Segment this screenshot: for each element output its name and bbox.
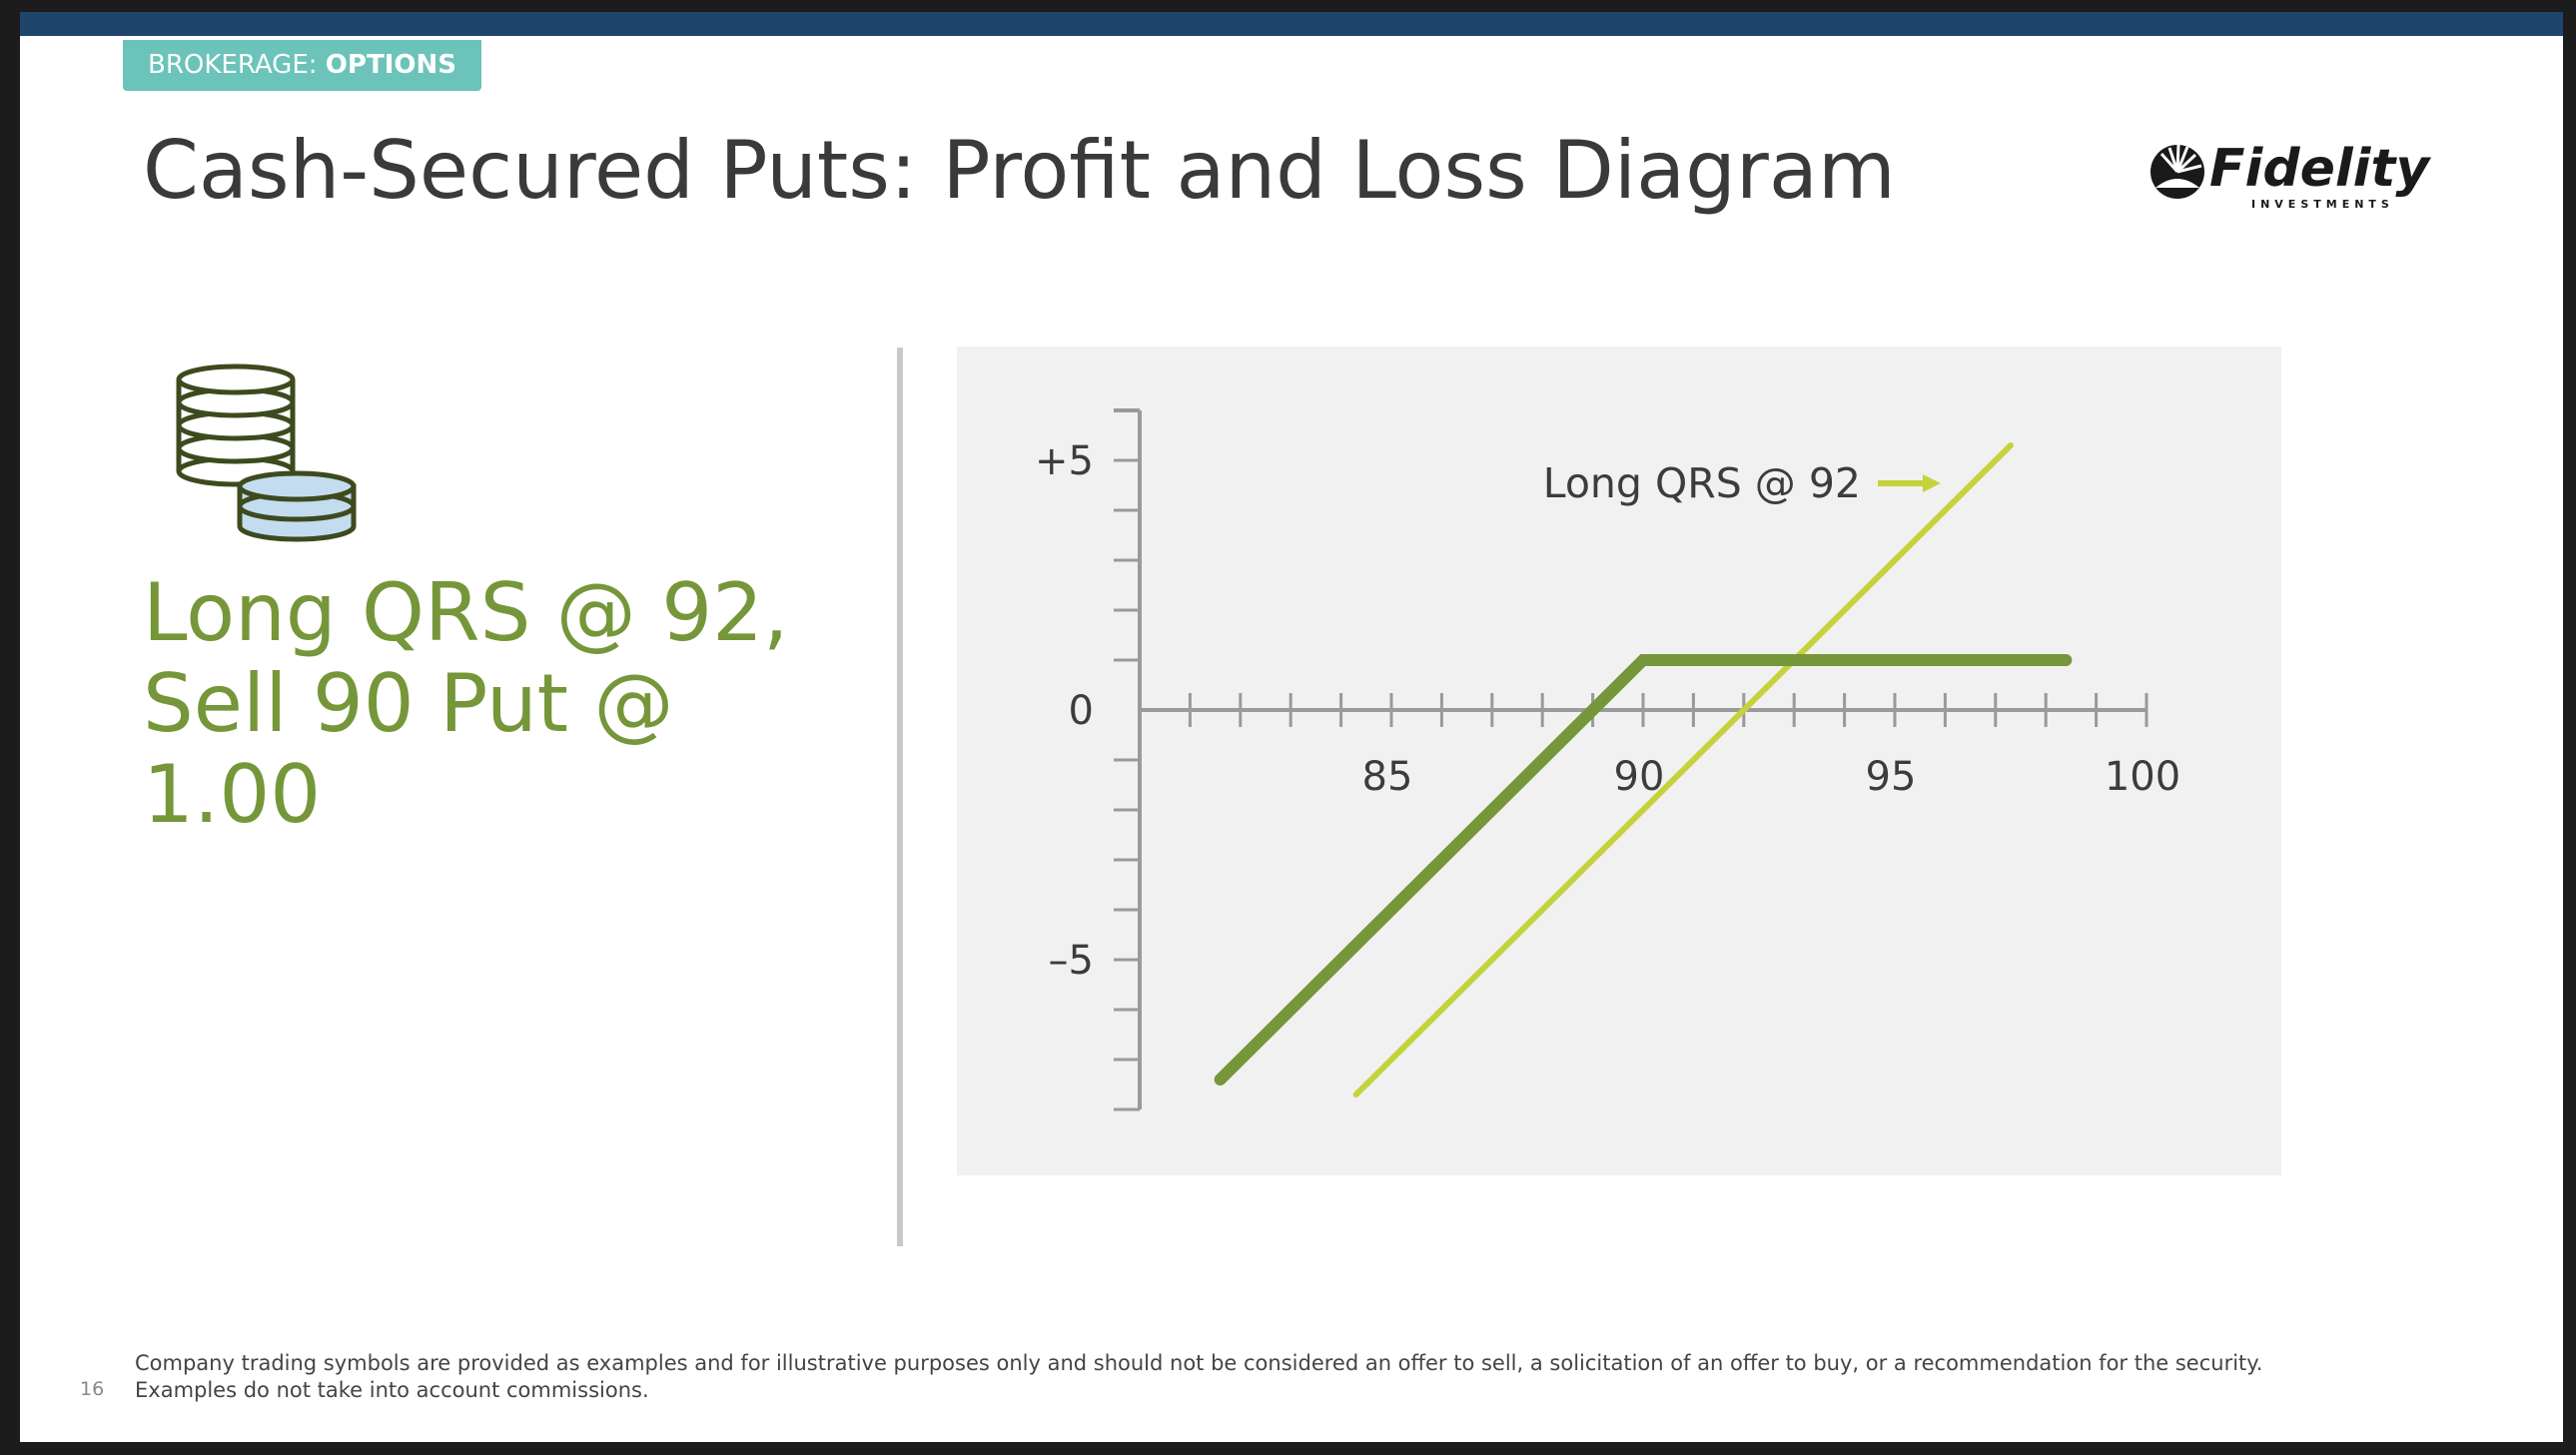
chart-panel	[957, 347, 2281, 1175]
x-tick-label: 85	[1362, 754, 1413, 800]
fidelity-logo: Fidelity INVESTMENTS	[2150, 139, 2431, 211]
y-tick-label: –5	[1049, 938, 1094, 984]
annotation-arrowhead-icon	[1923, 474, 1941, 492]
stock-line	[1352, 442, 2014, 1097]
page-title: Cash-Secured Puts: Profit and Loss Diagr…	[143, 124, 1896, 217]
disclaimer-line-1: Company trading symbols are provided as …	[135, 1351, 2263, 1375]
x-tick-label: 95	[1866, 754, 1917, 800]
y-tick-label: 0	[1069, 688, 1094, 734]
series-annotation: Long QRS @ 92	[1543, 459, 1861, 507]
covered-put-line	[1214, 654, 2073, 1086]
position-line-2: Sell 90 Put @	[143, 657, 674, 750]
logo-wordmark: Fidelity	[2209, 139, 2431, 199]
profit-loss-chart: 85 90 95 100 +5 0 –5 Long QRS @ 92	[1035, 408, 2180, 1111]
x-tick-label: 90	[1614, 754, 1665, 800]
section-badge: BROKERAGE: OPTIONS	[123, 40, 481, 91]
logo-burst-icon	[2150, 144, 2204, 199]
position-line-3: 1.00	[143, 748, 322, 841]
y-tick-label: +5	[1035, 438, 1094, 484]
disclaimer-line-2: Examples do not take into account commis…	[135, 1378, 649, 1402]
top-bar	[20, 12, 2563, 36]
badge-section: OPTIONS	[325, 50, 456, 80]
page-number: 16	[80, 1378, 105, 1400]
disclaimer: Company trading symbols are provided as …	[135, 1350, 2262, 1404]
badge-prefix: BROKERAGE:	[148, 50, 326, 80]
slide: BROKERAGE: OPTIONS Cash-Secured Puts: Pr…	[20, 12, 2563, 1442]
vertical-divider	[897, 348, 903, 1246]
coin-stack-icon	[176, 364, 357, 542]
logo-subtext: INVESTMENTS	[2251, 198, 2394, 211]
x-tick-label: 100	[2105, 754, 2180, 800]
position-summary: Long QRS @ 92, Sell 90 Put @ 1.00	[143, 567, 842, 840]
position-line-1: Long QRS @ 92,	[143, 566, 789, 659]
